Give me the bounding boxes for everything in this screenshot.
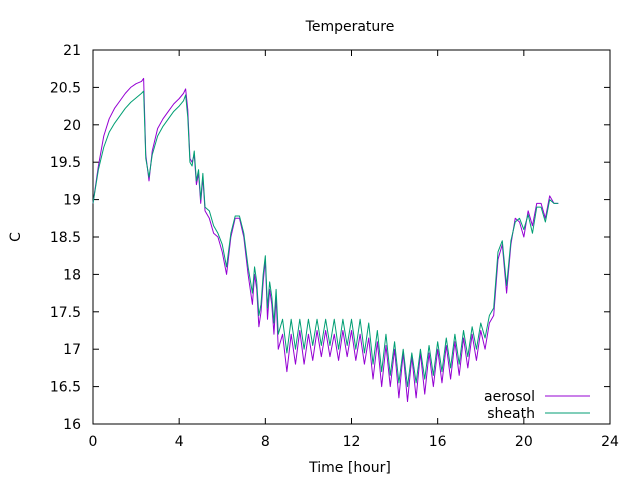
x-tick-label: 12 [343,434,361,450]
x-tick-label: 4 [175,434,184,450]
x-axis-ticks: 0 4 8 12 16 20 24 [89,50,619,450]
series-line-sheath [92,90,559,388]
y-tick-label: 20.5 [50,80,81,96]
y-tick-label: 16.5 [50,380,81,396]
x-tick-label: 20 [515,434,533,450]
y-tick-label: 16 [63,417,81,433]
x-tick-label: 16 [429,434,447,450]
y-tick-label: 19.5 [50,155,81,171]
y-tick-label: 21 [63,43,81,59]
x-tick-label: 0 [89,434,98,450]
legend-label-sheath: sheath [487,406,535,422]
x-axis-label: Time [hour] [308,460,391,476]
y-tick-label: 18 [63,267,81,283]
series-layer [92,77,559,403]
plot-area [92,49,611,425]
chart-title: Temperature [305,19,395,35]
y-axis-ticks: 16 16.5 17 17.5 18 18.5 19 19.5 20 20.5 21 [50,43,610,433]
legend-label-aerosol: aerosol [484,389,535,405]
series-line-aerosol [92,77,559,403]
x-tick-label: 24 [601,434,619,450]
y-tick-label: 17.5 [50,305,81,321]
x-tick-label: 8 [261,434,270,450]
y-tick-label: 18.5 [50,230,81,246]
plot-frame [92,49,611,425]
y-axis-label: C [8,232,24,242]
y-tick-label: 20 [63,118,81,134]
y-tick-label: 19 [63,193,81,209]
y-tick-label: 17 [63,342,81,358]
